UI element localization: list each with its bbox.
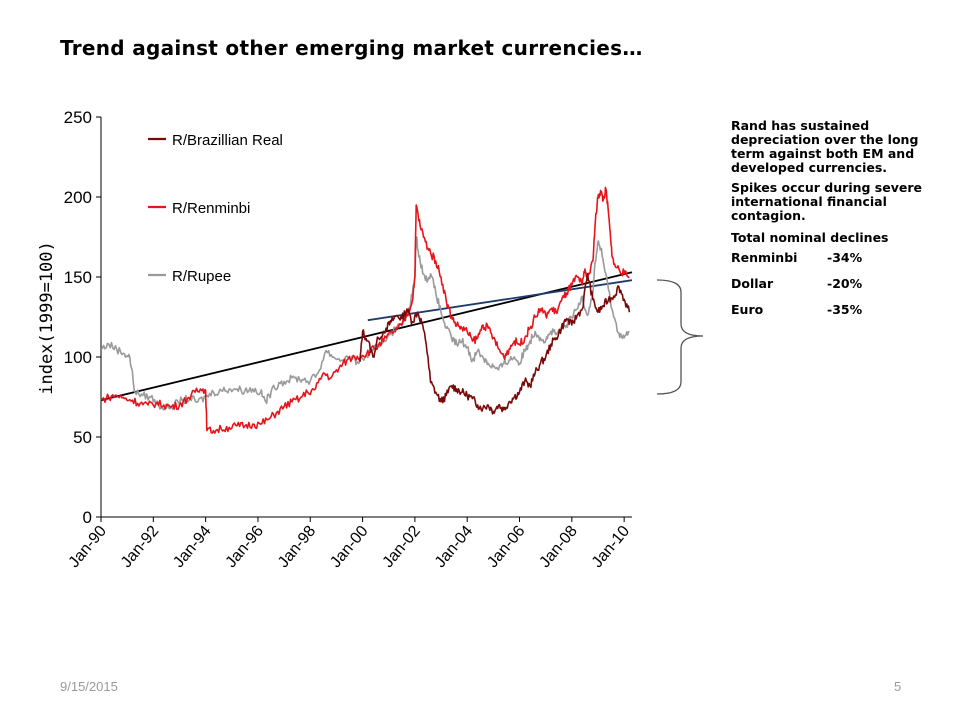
decline-value: -35% (827, 302, 863, 317)
decline-row-dollar: Dollar -20% (731, 277, 931, 291)
legend-label: R/Brazillian Real (172, 132, 283, 149)
x-tick-label: Jan-06 (484, 523, 529, 571)
y-tick-label: 200 (64, 188, 92, 207)
legend-label: R/Renminbi (172, 200, 250, 217)
y-tick-label: 50 (73, 428, 92, 447)
series-line (359, 272, 631, 415)
decline-value: -34% (827, 250, 863, 265)
y-tick-label: 150 (64, 268, 92, 287)
x-tick-label: Jan-00 (327, 523, 372, 571)
y-axis-label: index(1999=100) (37, 241, 57, 395)
decline-row-euro: Euro -35% (731, 303, 931, 317)
y-tick-label: 100 (64, 348, 92, 367)
page-number: 5 (894, 679, 902, 694)
right-brace (656, 279, 704, 395)
slide-date: 9/15/2015 (60, 679, 118, 694)
note-paragraph-2: Spikes occur during severe international… (731, 180, 922, 223)
x-tick-label: Jan-08 (536, 523, 581, 571)
x-tick-label: Jan-04 (432, 523, 477, 571)
legend-label: R/Rupee (172, 268, 231, 285)
chart-series (100, 186, 631, 434)
decline-name: Euro (731, 302, 764, 317)
x-tick-label: Jan-94 (170, 523, 215, 571)
y-tick-label: 0 (83, 508, 92, 527)
slide-title: Trend against other emerging market curr… (60, 36, 643, 60)
decline-value: -20% (827, 276, 863, 291)
x-tick-label: Jan-96 (223, 523, 268, 571)
x-tick-label: Jan-10 (589, 523, 634, 571)
chart-legend: R/Brazillian Real R/Renminbi R/Rupee (148, 132, 283, 285)
x-tick-label: Jan-98 (275, 523, 320, 571)
series-line (100, 186, 630, 434)
decline-name: Dollar (731, 276, 774, 291)
note-paragraph-1: Rand has sustained depreciation over the… (731, 118, 919, 175)
declines-heading: Total nominal declines (731, 230, 889, 245)
notes-panel: Rand has sustained depreciation over the… (731, 119, 931, 317)
trendline (367, 279, 633, 322)
chart-trendlines (100, 271, 633, 402)
x-tick-label: Jan-90 (66, 523, 111, 571)
decline-row-renminbi: Renminbi -34% (731, 251, 931, 265)
x-tick-label: Jan-92 (118, 523, 163, 571)
decline-name: Renminbi (731, 250, 798, 265)
series-line (100, 236, 630, 411)
y-tick-label: 250 (64, 108, 92, 127)
x-tick-label: Jan-02 (379, 523, 424, 571)
